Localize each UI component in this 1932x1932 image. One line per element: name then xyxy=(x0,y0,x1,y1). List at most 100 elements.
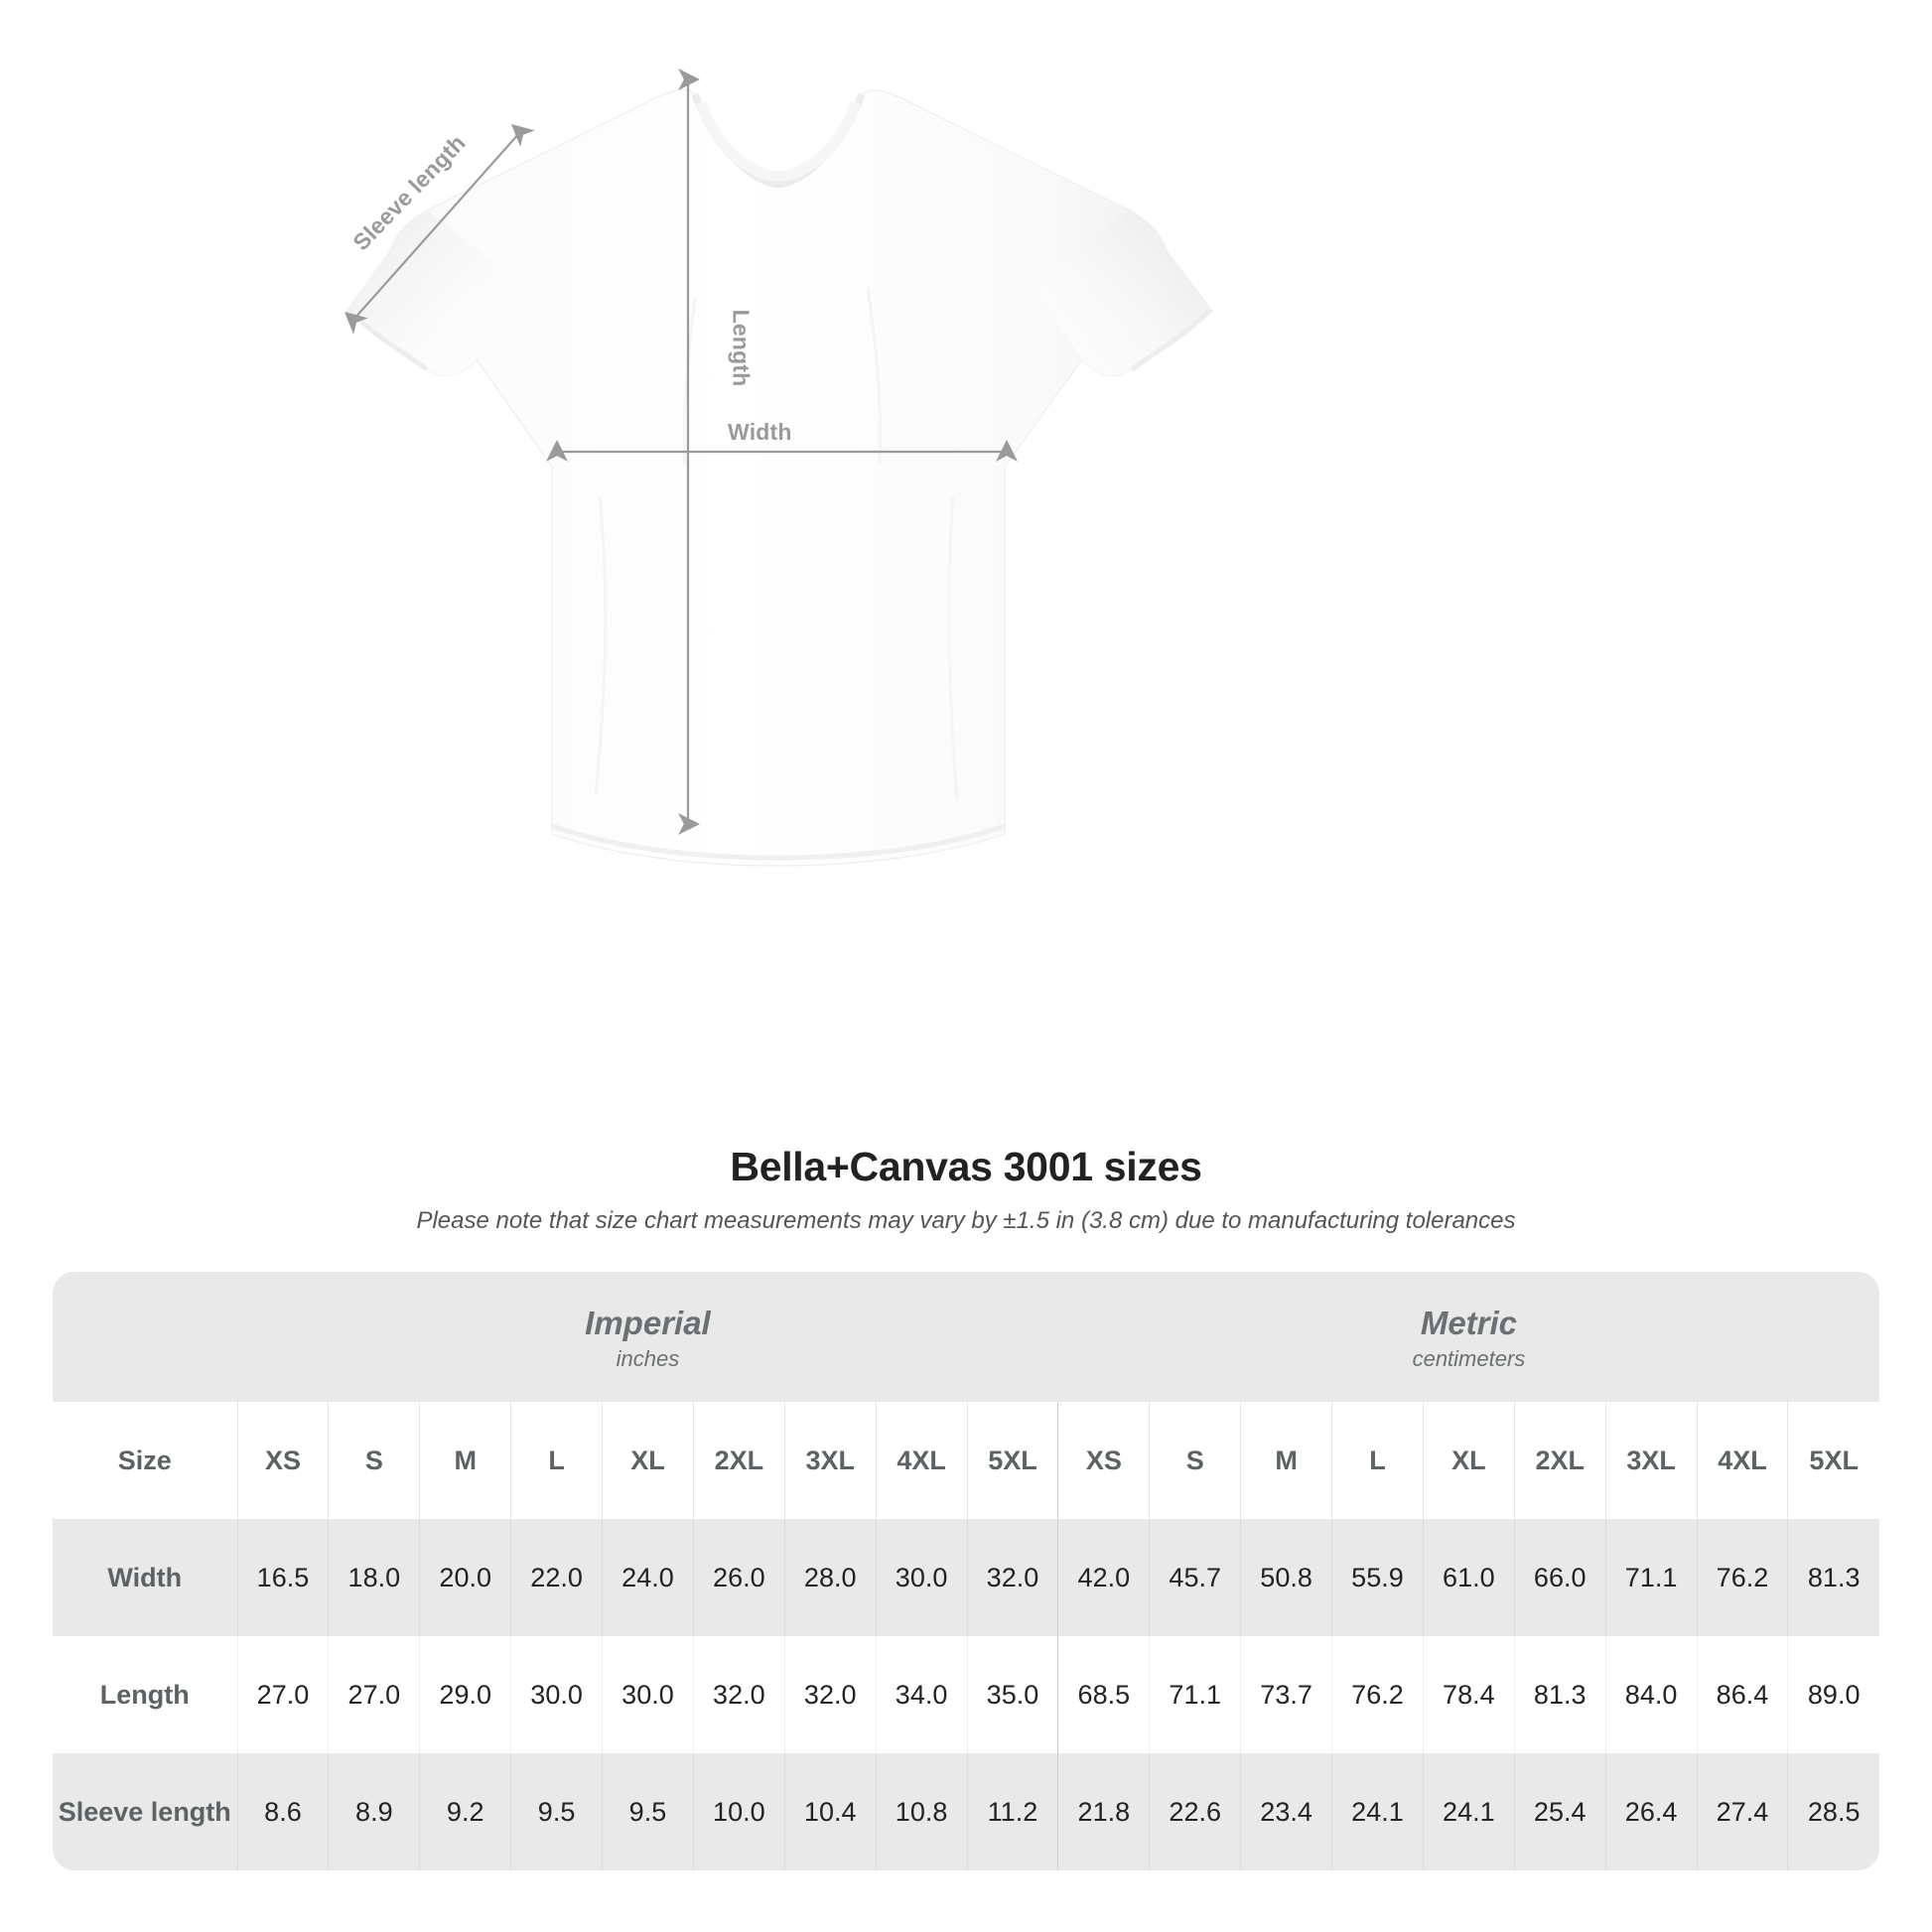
table-cell: 84.0 xyxy=(1604,1636,1698,1753)
table-cell: 27.4 xyxy=(1696,1753,1788,1870)
table-cell: 76.2 xyxy=(1696,1519,1788,1636)
table-cell: 24.1 xyxy=(1422,1753,1515,1870)
size-header-cell: L xyxy=(510,1402,603,1519)
tshirt-illustration xyxy=(344,69,1213,867)
table-cell: 45.7 xyxy=(1149,1519,1241,1636)
size-header-cell: XS xyxy=(1057,1402,1150,1519)
size-header-cell: S xyxy=(328,1402,420,1519)
size-header-cell: 2XL xyxy=(692,1402,785,1519)
table-cell: 55.9 xyxy=(1331,1519,1424,1636)
size-header-cell: 4XL xyxy=(1696,1402,1788,1519)
table-cell: 28.0 xyxy=(783,1519,877,1636)
table-cell: 73.7 xyxy=(1240,1636,1332,1753)
table-cell: 24.0 xyxy=(602,1519,694,1636)
size-table-head: Imperial inches Metric centimeters Size … xyxy=(53,1272,1879,1519)
table-cell: 32.0 xyxy=(783,1636,877,1753)
size-header-cell: 5XL xyxy=(1787,1402,1879,1519)
size-table: Imperial inches Metric centimeters Size … xyxy=(53,1272,1879,1870)
table-cell: 10.8 xyxy=(875,1753,968,1870)
unit-banner-imperial: Imperial inches xyxy=(237,1272,1058,1402)
table-cell: 30.0 xyxy=(875,1519,968,1636)
size-header-label: Size xyxy=(53,1402,238,1519)
table-cell: 68.5 xyxy=(1057,1636,1150,1753)
size-header-row: Size XS S M L XL 2XL 3XL 4XL 5XL XS S M … xyxy=(53,1402,1879,1519)
table-cell: 23.4 xyxy=(1240,1753,1332,1870)
table-cell: 50.8 xyxy=(1240,1519,1332,1636)
table-cell: 30.0 xyxy=(510,1636,603,1753)
table-cell: 27.0 xyxy=(236,1636,329,1753)
table-cell: 24.1 xyxy=(1331,1753,1424,1870)
table-cell: 34.0 xyxy=(875,1636,968,1753)
tolerance-note: Please note that size chart measurements… xyxy=(416,1207,1516,1234)
table-cell: 9.5 xyxy=(602,1753,694,1870)
unit-name-imperial: Imperial xyxy=(585,1305,711,1342)
table-cell: 22.6 xyxy=(1149,1753,1241,1870)
size-header-cell: XS xyxy=(236,1402,329,1519)
row-label-sleeve-length: Sleeve length xyxy=(53,1753,238,1870)
width-dimension-label: Width xyxy=(728,419,792,445)
row-label-length: Length xyxy=(53,1636,238,1753)
size-header-cell: L xyxy=(1331,1402,1424,1519)
table-cell: 26.4 xyxy=(1604,1753,1698,1870)
table-cell: 11.2 xyxy=(966,1753,1058,1870)
table-cell: 8.9 xyxy=(328,1753,420,1870)
table-cell: 81.3 xyxy=(1787,1519,1879,1636)
table-cell: 9.5 xyxy=(510,1753,603,1870)
unit-sub-metric: centimeters xyxy=(1412,1345,1526,1371)
table-cell: 10.0 xyxy=(692,1753,785,1870)
table-cell: 21.8 xyxy=(1057,1753,1150,1870)
table-cell: 20.0 xyxy=(419,1519,511,1636)
table-cell: 32.0 xyxy=(966,1519,1058,1636)
table-row: Sleeve length 8.6 8.9 9.2 9.5 9.5 10.0 1… xyxy=(53,1753,1879,1870)
table-cell: 18.0 xyxy=(328,1519,420,1636)
table-cell: 29.0 xyxy=(419,1636,511,1753)
size-header-cell: M xyxy=(419,1402,511,1519)
table-cell: 32.0 xyxy=(692,1636,785,1753)
unit-sub-imperial: inches xyxy=(616,1345,680,1371)
table-cell: 89.0 xyxy=(1787,1636,1879,1753)
table-cell: 86.4 xyxy=(1696,1636,1788,1753)
table-cell: 42.0 xyxy=(1057,1519,1150,1636)
table-cell: 22.0 xyxy=(510,1519,603,1636)
table-cell: 30.0 xyxy=(602,1636,694,1753)
table-cell: 28.5 xyxy=(1787,1753,1879,1870)
size-header-cell: 3XL xyxy=(1604,1402,1698,1519)
sleeve-length-arrow xyxy=(344,123,535,335)
size-header-cell: 4XL xyxy=(875,1402,968,1519)
unit-name-metric: Metric xyxy=(1420,1305,1518,1342)
table-cell: 61.0 xyxy=(1422,1519,1515,1636)
table-cell: 35.0 xyxy=(966,1636,1058,1753)
table-cell: 8.6 xyxy=(236,1753,329,1870)
row-label-width: Width xyxy=(53,1519,238,1636)
table-cell: 71.1 xyxy=(1149,1636,1241,1753)
length-dimension-label: Length xyxy=(728,309,755,387)
table-cell: 71.1 xyxy=(1604,1519,1698,1636)
size-header-cell: 2XL xyxy=(1513,1402,1606,1519)
size-table-body: Width 16.5 18.0 20.0 22.0 24.0 26.0 28.0… xyxy=(53,1519,1879,1870)
table-cell: 10.4 xyxy=(783,1753,877,1870)
table-cell: 9.2 xyxy=(419,1753,511,1870)
size-table-container: Imperial inches Metric centimeters Size … xyxy=(53,1272,1879,1870)
unit-banner-row: Imperial inches Metric centimeters xyxy=(53,1272,1879,1402)
unit-banner-spacer xyxy=(53,1272,238,1402)
table-cell: 81.3 xyxy=(1513,1636,1606,1753)
size-header-cell: XL xyxy=(602,1402,694,1519)
table-row: Length 27.0 27.0 29.0 30.0 30.0 32.0 32.… xyxy=(53,1636,1879,1753)
page-title: Bella+Canvas 3001 sizes xyxy=(730,1144,1202,1189)
table-cell: 66.0 xyxy=(1513,1519,1606,1636)
table-cell: 25.4 xyxy=(1513,1753,1606,1870)
table-cell: 26.0 xyxy=(692,1519,785,1636)
size-header-cell: 5XL xyxy=(966,1402,1058,1519)
size-header-cell: 3XL xyxy=(783,1402,877,1519)
table-cell: 16.5 xyxy=(236,1519,329,1636)
table-cell: 27.0 xyxy=(328,1636,420,1753)
shirt-shape xyxy=(345,89,1213,867)
table-row: Width 16.5 18.0 20.0 22.0 24.0 26.0 28.0… xyxy=(53,1519,1879,1636)
table-cell: 76.2 xyxy=(1331,1636,1424,1753)
size-header-cell: XL xyxy=(1422,1402,1515,1519)
size-header-cell: S xyxy=(1149,1402,1241,1519)
unit-banner-metric: Metric centimeters xyxy=(1057,1272,1879,1402)
table-cell: 78.4 xyxy=(1422,1636,1515,1753)
tshirt-diagram: Sleeve length Length Width xyxy=(344,69,1213,867)
